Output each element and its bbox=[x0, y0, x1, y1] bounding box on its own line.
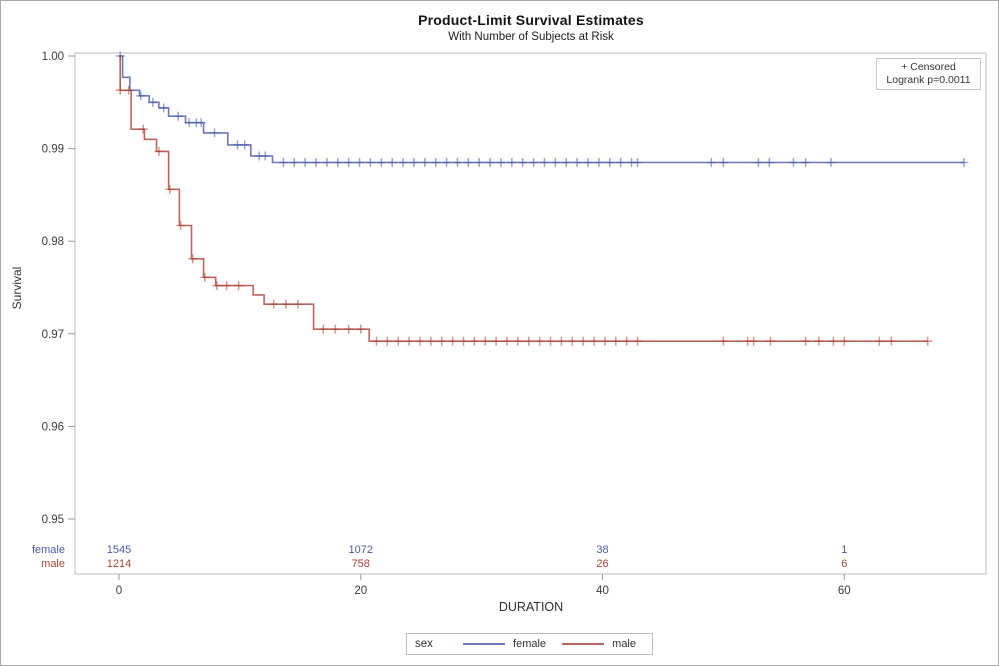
at-risk-count: 1214 bbox=[106, 558, 132, 570]
male-line-swatch bbox=[562, 643, 605, 645]
at-risk-count: 1 bbox=[841, 544, 848, 556]
y-axis-label: Survival bbox=[10, 266, 24, 310]
y-tick-label: 0.97 bbox=[42, 329, 64, 341]
series-legend-box: sex female male bbox=[406, 633, 653, 655]
chart-title: Product-Limit Survival Estimates bbox=[418, 12, 644, 28]
y-tick-label: 1.00 bbox=[42, 51, 64, 63]
legend-entry-male: male bbox=[612, 638, 636, 650]
at-risk-count: 1072 bbox=[348, 544, 373, 556]
y-tick-label: 0.99 bbox=[42, 144, 64, 156]
at-risk-count: 26 bbox=[596, 558, 609, 570]
survival-curve-male bbox=[119, 55, 928, 342]
x-tick-label: 60 bbox=[838, 585, 851, 597]
chart-subtitle: With Number of Subjects at Risk bbox=[448, 31, 614, 43]
censored-legend-label: + Censored bbox=[901, 61, 956, 73]
at-risk-count: 758 bbox=[351, 558, 370, 570]
legend-entry-female: female bbox=[513, 638, 547, 650]
y-tick-label: 0.96 bbox=[42, 421, 64, 433]
x-tick-label: 40 bbox=[596, 585, 609, 597]
plot-frame bbox=[74, 52, 987, 575]
legend-title: sex bbox=[415, 638, 433, 650]
female-line-swatch bbox=[462, 643, 506, 645]
at-risk-count: 38 bbox=[596, 544, 609, 556]
at-risk-label-female: female bbox=[31, 544, 65, 556]
survival-curve-female bbox=[119, 55, 964, 164]
x-tick-label: 0 bbox=[116, 585, 122, 597]
at-risk-label-male: male bbox=[41, 558, 65, 570]
y-tick-label: 0.98 bbox=[42, 236, 64, 248]
x-tick-label: 20 bbox=[354, 585, 367, 597]
at-risk-count: 6 bbox=[841, 558, 848, 570]
censored-legend-box: + Censored Logrank p=0.0011 bbox=[876, 58, 981, 90]
logrank-pvalue: Logrank p=0.0011 bbox=[886, 74, 971, 86]
y-tick-label: 0.95 bbox=[42, 514, 64, 526]
at-risk-count: 1545 bbox=[106, 544, 132, 556]
x-axis-label: DURATION bbox=[498, 600, 564, 614]
